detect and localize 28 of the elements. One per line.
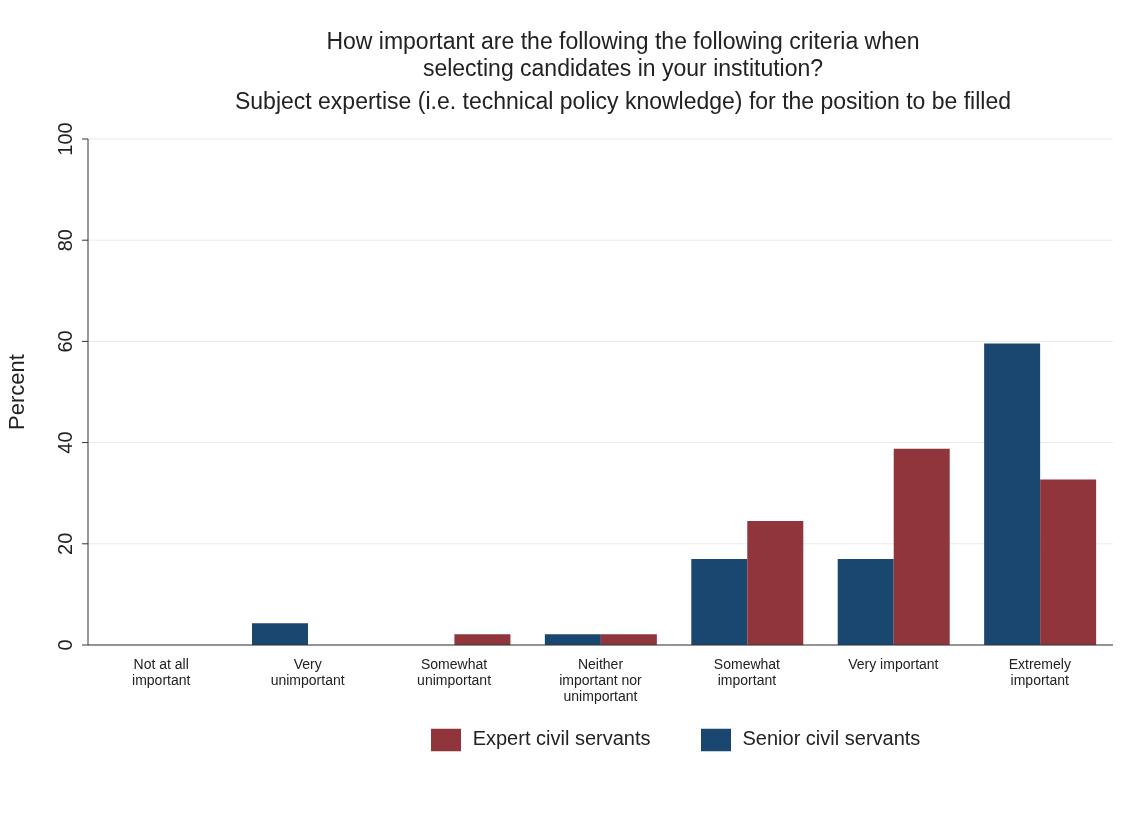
bar bbox=[691, 558, 748, 645]
bar bbox=[544, 634, 601, 645]
bar bbox=[252, 623, 308, 645]
bar bbox=[600, 634, 657, 645]
legend-label: Expert civil servants bbox=[472, 727, 651, 750]
x-tick-label: Neither important nor unimportant bbox=[559, 656, 643, 704]
bar bbox=[747, 521, 804, 645]
bar bbox=[984, 343, 1041, 645]
x-tick-label: Very unimportant bbox=[270, 656, 345, 688]
y-tick-label: 0 bbox=[54, 639, 76, 651]
y-tick-label: 40 bbox=[54, 431, 76, 454]
legend-label: Senior civil servants bbox=[742, 727, 921, 750]
chart-title: How important are the following the following criteria when selecting candidates in your institution? bbox=[325, 28, 921, 82]
bar bbox=[893, 448, 950, 645]
x-tick-label: Extremely important bbox=[1008, 656, 1071, 688]
bar bbox=[837, 558, 894, 645]
y-tick-label: 100 bbox=[54, 122, 76, 156]
bar bbox=[454, 634, 511, 645]
x-tick-label: Not at all important bbox=[132, 656, 191, 688]
chart-subtitle: Subject expertise (i.e. technical policy knowledge) for the position to be filled bbox=[233, 88, 1012, 115]
y-axis-title: Percent bbox=[3, 354, 29, 430]
x-tick-label: Somewhat unimportant bbox=[417, 656, 492, 688]
x-tick-label: Somewhat important bbox=[713, 656, 781, 688]
y-tick-label: 80 bbox=[54, 229, 76, 252]
bar bbox=[1040, 479, 1097, 645]
y-tick-label: 20 bbox=[54, 532, 76, 555]
x-tick-label: Very important bbox=[848, 656, 939, 672]
y-tick-label: 60 bbox=[54, 330, 76, 353]
